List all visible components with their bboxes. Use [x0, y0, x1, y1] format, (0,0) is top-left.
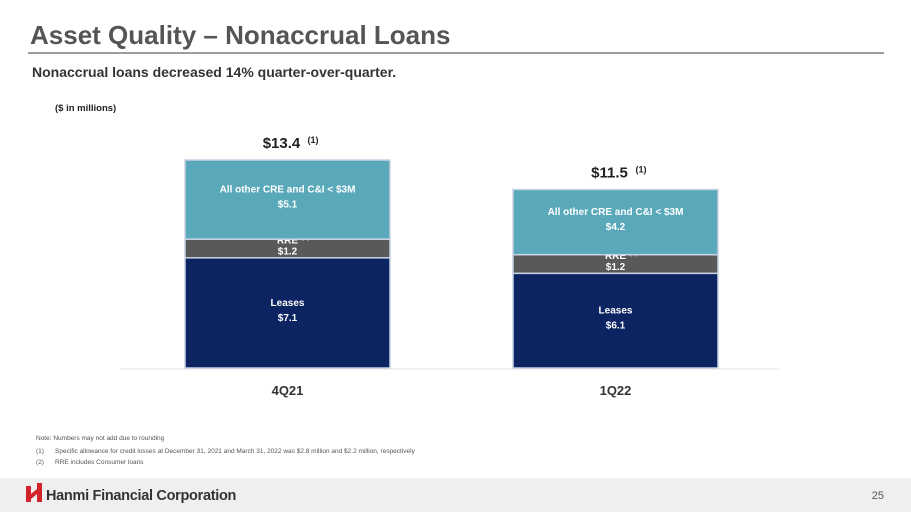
- x-tick-label: 4Q21: [272, 383, 304, 398]
- segment-value: $5.1: [278, 200, 298, 211]
- footnote-marker: (1): [36, 448, 44, 455]
- unit-label: ($ in millions): [55, 103, 116, 114]
- footer-band: [0, 478, 911, 512]
- footnote-note: Note: Numbers may not add due to roundin…: [36, 435, 165, 442]
- logo-icon: [26, 483, 42, 502]
- x-tick-label: 1Q22: [600, 383, 632, 398]
- total-note-marker: (1): [636, 164, 647, 174]
- total-label: $13.4: [263, 135, 301, 152]
- segment-value: $6.1: [606, 321, 626, 332]
- segment-value: $4.2: [606, 222, 626, 233]
- company-name: Hanmi Financial Corporation: [46, 488, 236, 504]
- slide-title: Asset Quality – Nonaccrual Loans: [30, 20, 450, 50]
- segment-name: RRE: [277, 235, 298, 246]
- bar-segment: [184, 257, 391, 369]
- total-label: $11.5: [591, 164, 628, 181]
- total-note-marker: (1): [308, 135, 319, 145]
- bar-segment: [512, 188, 719, 256]
- segment-value: $1.2: [278, 246, 298, 257]
- subtitle: Nonaccrual loans decreased 14% quarter-o…: [32, 64, 396, 80]
- segment-name: All other CRE and C&I < $3M: [220, 185, 356, 196]
- segment-name: Leases: [271, 298, 305, 309]
- page-number: 25: [872, 490, 884, 502]
- bar-segment: [184, 159, 391, 240]
- segment-name: RRE: [605, 251, 626, 262]
- segment-name: All other CRE and C&I < $3M: [548, 207, 684, 218]
- bar-segment: [512, 272, 719, 369]
- segment-name: Leases: [599, 306, 633, 317]
- footnote-text: RRE includes Consumer loans: [55, 459, 144, 466]
- segment-value: $7.1: [278, 313, 298, 324]
- segment-value: $1.2: [606, 262, 626, 273]
- footnote-text: Specific allowance for credit losses at …: [55, 448, 416, 455]
- footnote-marker: (2): [36, 459, 44, 466]
